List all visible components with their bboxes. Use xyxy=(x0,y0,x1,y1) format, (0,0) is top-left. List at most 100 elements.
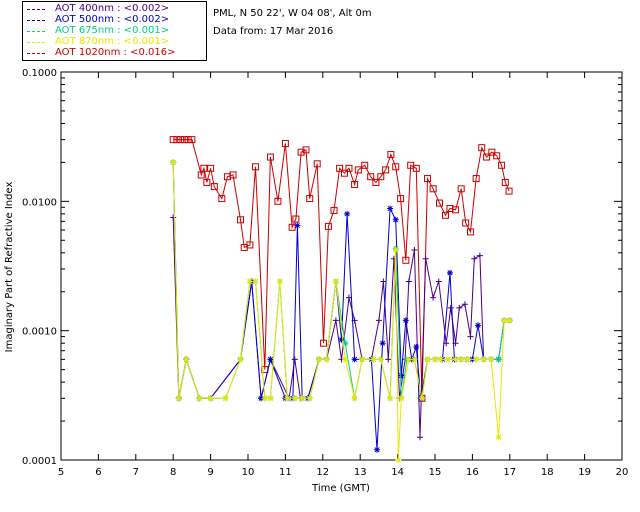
x-tick-label: 11 xyxy=(279,467,292,478)
point-aot-870nm xyxy=(306,395,313,402)
point-aot-1020nm xyxy=(483,153,491,161)
point-aot-1020nm xyxy=(457,185,465,193)
point-aot-1020nm xyxy=(251,163,259,171)
point-aot-1020nm xyxy=(488,148,496,156)
point-aot-400nm xyxy=(417,434,424,441)
point-aot-400nm xyxy=(411,247,418,254)
x-tick-label: 10 xyxy=(242,467,255,478)
point-aot-1020nm xyxy=(478,144,486,152)
point-aot-870nm xyxy=(398,395,405,402)
point-aot-1020nm xyxy=(429,185,437,193)
x-tick-label: 15 xyxy=(429,467,442,478)
point-aot-500nm xyxy=(398,372,405,379)
point-aot-870nm xyxy=(299,395,306,402)
point-aot-1020nm xyxy=(377,173,385,181)
point-aot-1020nm xyxy=(180,136,188,144)
point-aot-500nm xyxy=(374,446,381,453)
point-aot-400nm xyxy=(471,255,478,262)
point-aot-675nm xyxy=(342,340,349,347)
point-aot-870nm xyxy=(261,395,268,402)
legend-swatch-400nm xyxy=(27,9,45,10)
plot-frame xyxy=(60,71,623,461)
legend-swatch-870nm xyxy=(27,42,45,43)
legend-swatch-1020nm xyxy=(27,53,45,54)
point-aot-1020nm xyxy=(210,183,218,191)
x-tick-label: 19 xyxy=(578,467,591,478)
point-aot-870nm xyxy=(395,457,402,463)
x-tick-label: 14 xyxy=(391,467,404,478)
point-aot-1020nm xyxy=(246,241,254,249)
point-aot-870nm xyxy=(332,278,339,285)
point-aot-870nm xyxy=(495,434,502,441)
point-aot-870nm xyxy=(480,356,487,363)
point-aot-1020nm xyxy=(297,148,305,156)
legend-item-400nm: AOT 400nm : <0.002> xyxy=(23,3,206,15)
point-aot-1020nm xyxy=(188,136,196,144)
point-aot-1020nm xyxy=(302,146,310,154)
legend-item-870nm: AOT 870nm : <0.001> xyxy=(23,36,206,48)
point-aot-870nm xyxy=(267,395,274,402)
point-aot-870nm xyxy=(276,278,283,285)
point-aot-1020nm xyxy=(237,216,245,224)
legend-swatch-500nm xyxy=(27,20,45,21)
point-aot-870nm xyxy=(473,356,480,363)
point-aot-1020nm xyxy=(184,136,192,144)
point-aot-400nm xyxy=(456,304,463,311)
point-aot-1020nm xyxy=(169,136,177,144)
point-aot-1020nm xyxy=(306,195,314,203)
point-aot-400nm xyxy=(447,304,454,311)
point-aot-870nm xyxy=(284,395,291,402)
legend-label-675nm: AOT 675nm : <0.001> xyxy=(55,25,170,36)
y-tick-label: 0.0001 xyxy=(22,456,57,467)
point-aot-1020nm xyxy=(207,164,215,172)
legend-item-1020nm: AOT 1020nm : <0.016> xyxy=(23,47,206,59)
x-tick-label: 17 xyxy=(503,467,516,478)
point-aot-870nm xyxy=(488,356,495,363)
point-aot-400nm xyxy=(422,255,429,262)
legend-label-500nm: AOT 500nm : <0.002> xyxy=(55,14,170,25)
point-aot-1020nm xyxy=(387,151,395,159)
x-tick-label: 9 xyxy=(207,467,213,478)
point-aot-500nm xyxy=(387,205,394,212)
point-aot-400nm xyxy=(476,252,483,259)
x-tick-label: 8 xyxy=(170,467,176,478)
point-aot-870nm xyxy=(316,356,323,363)
point-aot-870nm xyxy=(452,356,459,363)
point-aot-1020nm xyxy=(361,161,369,169)
point-aot-1020nm xyxy=(177,136,185,144)
point-aot-400nm xyxy=(435,278,442,285)
point-aot-1020nm xyxy=(493,152,501,160)
point-aot-870nm xyxy=(392,247,399,254)
point-aot-500nm xyxy=(351,356,358,363)
point-aot-870nm xyxy=(175,395,182,402)
legend-item-675nm: AOT 675nm : <0.001> xyxy=(23,25,206,37)
x-tick-label: 20 xyxy=(616,467,629,478)
point-aot-1020nm xyxy=(435,199,443,207)
point-aot-500nm xyxy=(446,269,453,276)
x-tick-label: 7 xyxy=(133,467,139,478)
point-aot-1020nm xyxy=(203,178,211,186)
point-aot-870nm xyxy=(424,356,431,363)
station-info: PML, N 50 22', W 04 08', Alt 0m xyxy=(213,8,372,19)
point-aot-500nm xyxy=(413,343,420,350)
point-aot-870nm xyxy=(170,159,177,166)
point-aot-870nm xyxy=(437,356,444,363)
point-aot-1020nm xyxy=(505,187,513,195)
point-aot-1020nm xyxy=(281,140,289,148)
point-aot-1020nm xyxy=(402,256,410,264)
series-line-aot-400nm xyxy=(172,217,485,438)
point-aot-400nm xyxy=(380,278,387,285)
point-aot-1020nm xyxy=(336,164,344,172)
point-aot-500nm xyxy=(379,340,386,347)
point-aot-1020nm xyxy=(441,211,449,219)
point-aot-500nm xyxy=(338,336,345,343)
x-tick-label: 16 xyxy=(466,467,479,478)
point-aot-1020nm xyxy=(340,169,348,177)
x-tick-label: 18 xyxy=(541,467,554,478)
x-tick-label: 12 xyxy=(316,467,329,478)
point-aot-500nm xyxy=(402,317,409,324)
y-axis-label: Imaginary Part of Refractive Index xyxy=(4,182,15,353)
point-aot-870nm xyxy=(359,356,366,363)
legend-label-1020nm: AOT 1020nm : <0.016> xyxy=(55,47,176,58)
